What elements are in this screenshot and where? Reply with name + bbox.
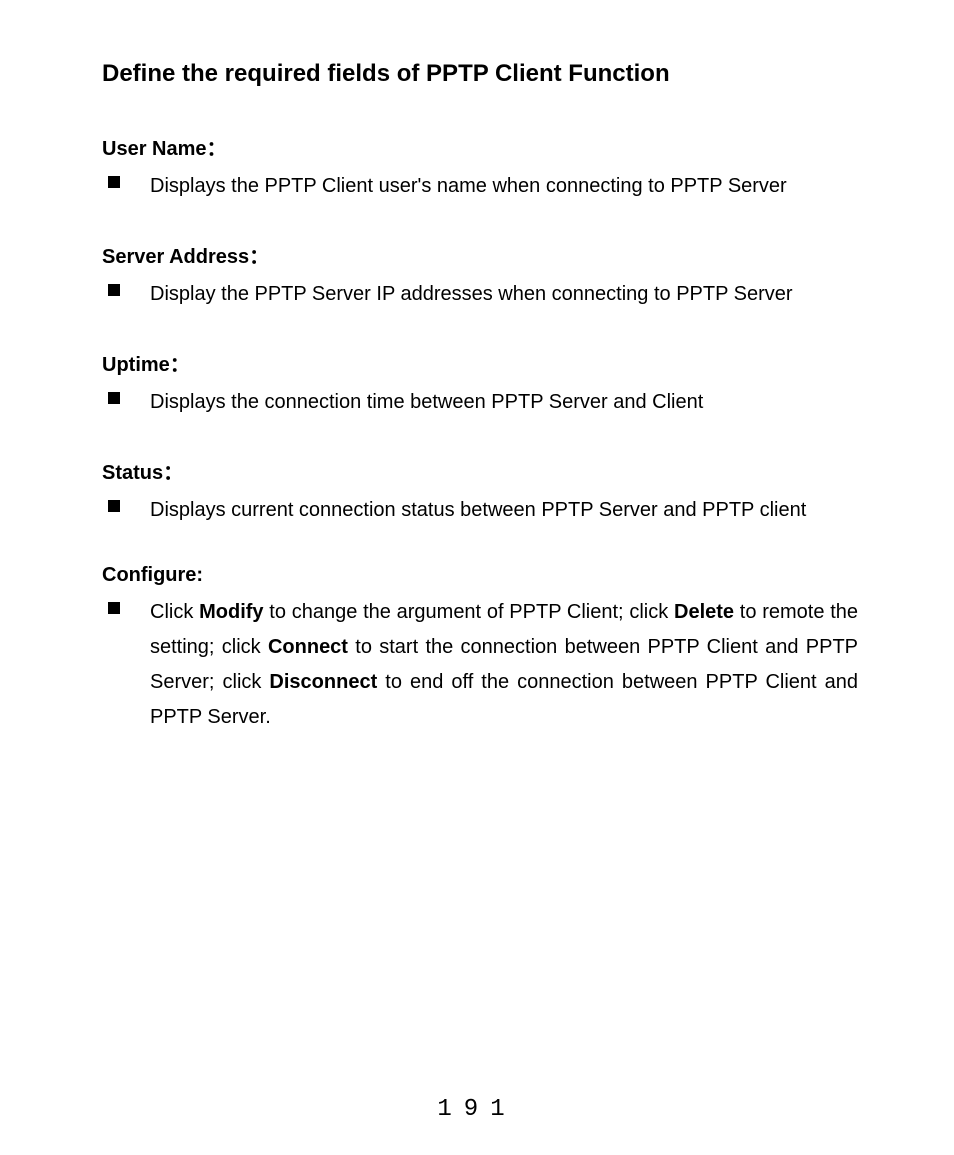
bullet-row: Displays current connection status betwe…	[102, 493, 858, 528]
bold-delete: Delete	[674, 601, 734, 623]
page-number: 191	[0, 1096, 954, 1123]
bold-disconnect: Disconnect	[269, 671, 377, 693]
bullet-text: Display the PPTP Server IP addresses whe…	[150, 277, 858, 312]
section-status: Status： Displays current connection stat…	[102, 456, 858, 528]
bold-modify: Modify	[199, 601, 263, 623]
bullet-text: Displays the PPTP Client user's name whe…	[150, 169, 858, 204]
bold-connect: Connect	[268, 636, 348, 658]
bullet-row: Displays the PPTP Client user's name whe…	[102, 169, 858, 204]
text-part: to change the argument of PPTP Client; c…	[264, 601, 674, 623]
square-bullet-icon	[108, 602, 120, 614]
square-bullet-icon	[108, 392, 120, 404]
square-bullet-icon	[108, 284, 120, 296]
label-text: Status	[102, 462, 163, 484]
colon: ：	[207, 138, 227, 160]
field-label-status: Status：	[102, 456, 858, 485]
bullet-text: Displays the connection time between PPT…	[150, 385, 858, 420]
bullet-row: Click Modify to change the argument of P…	[102, 595, 858, 735]
field-label-uptime: Uptime：	[102, 348, 858, 377]
section-server-address: Server Address： Display the PPTP Server …	[102, 240, 858, 312]
colon: ：	[163, 462, 183, 484]
bullet-row: Displays the connection time between PPT…	[102, 385, 858, 420]
label-text: Uptime	[102, 354, 170, 376]
bullet-text: Displays current connection status betwe…	[150, 493, 858, 528]
field-label-configure: Configure:	[102, 564, 858, 587]
section-uptime: Uptime： Displays the connection time bet…	[102, 348, 858, 420]
page-title: Define the required fields of PPTP Clien…	[102, 60, 858, 88]
document-page: Define the required fields of PPTP Clien…	[0, 0, 954, 1155]
label-text: User Name	[102, 138, 207, 160]
text-part: Click	[150, 601, 199, 623]
colon: ：	[249, 246, 269, 268]
section-user-name: User Name： Displays the PPTP Client user…	[102, 132, 858, 204]
colon: ：	[170, 354, 190, 376]
square-bullet-icon	[108, 176, 120, 188]
square-bullet-icon	[108, 500, 120, 512]
label-text: Server Address	[102, 246, 249, 268]
section-configure: Configure: Click Modify to change the ar…	[102, 564, 858, 735]
field-label-user-name: User Name：	[102, 132, 858, 161]
field-label-server-address: Server Address：	[102, 240, 858, 269]
bullet-text: Click Modify to change the argument of P…	[150, 595, 858, 735]
bullet-row: Display the PPTP Server IP addresses whe…	[102, 277, 858, 312]
